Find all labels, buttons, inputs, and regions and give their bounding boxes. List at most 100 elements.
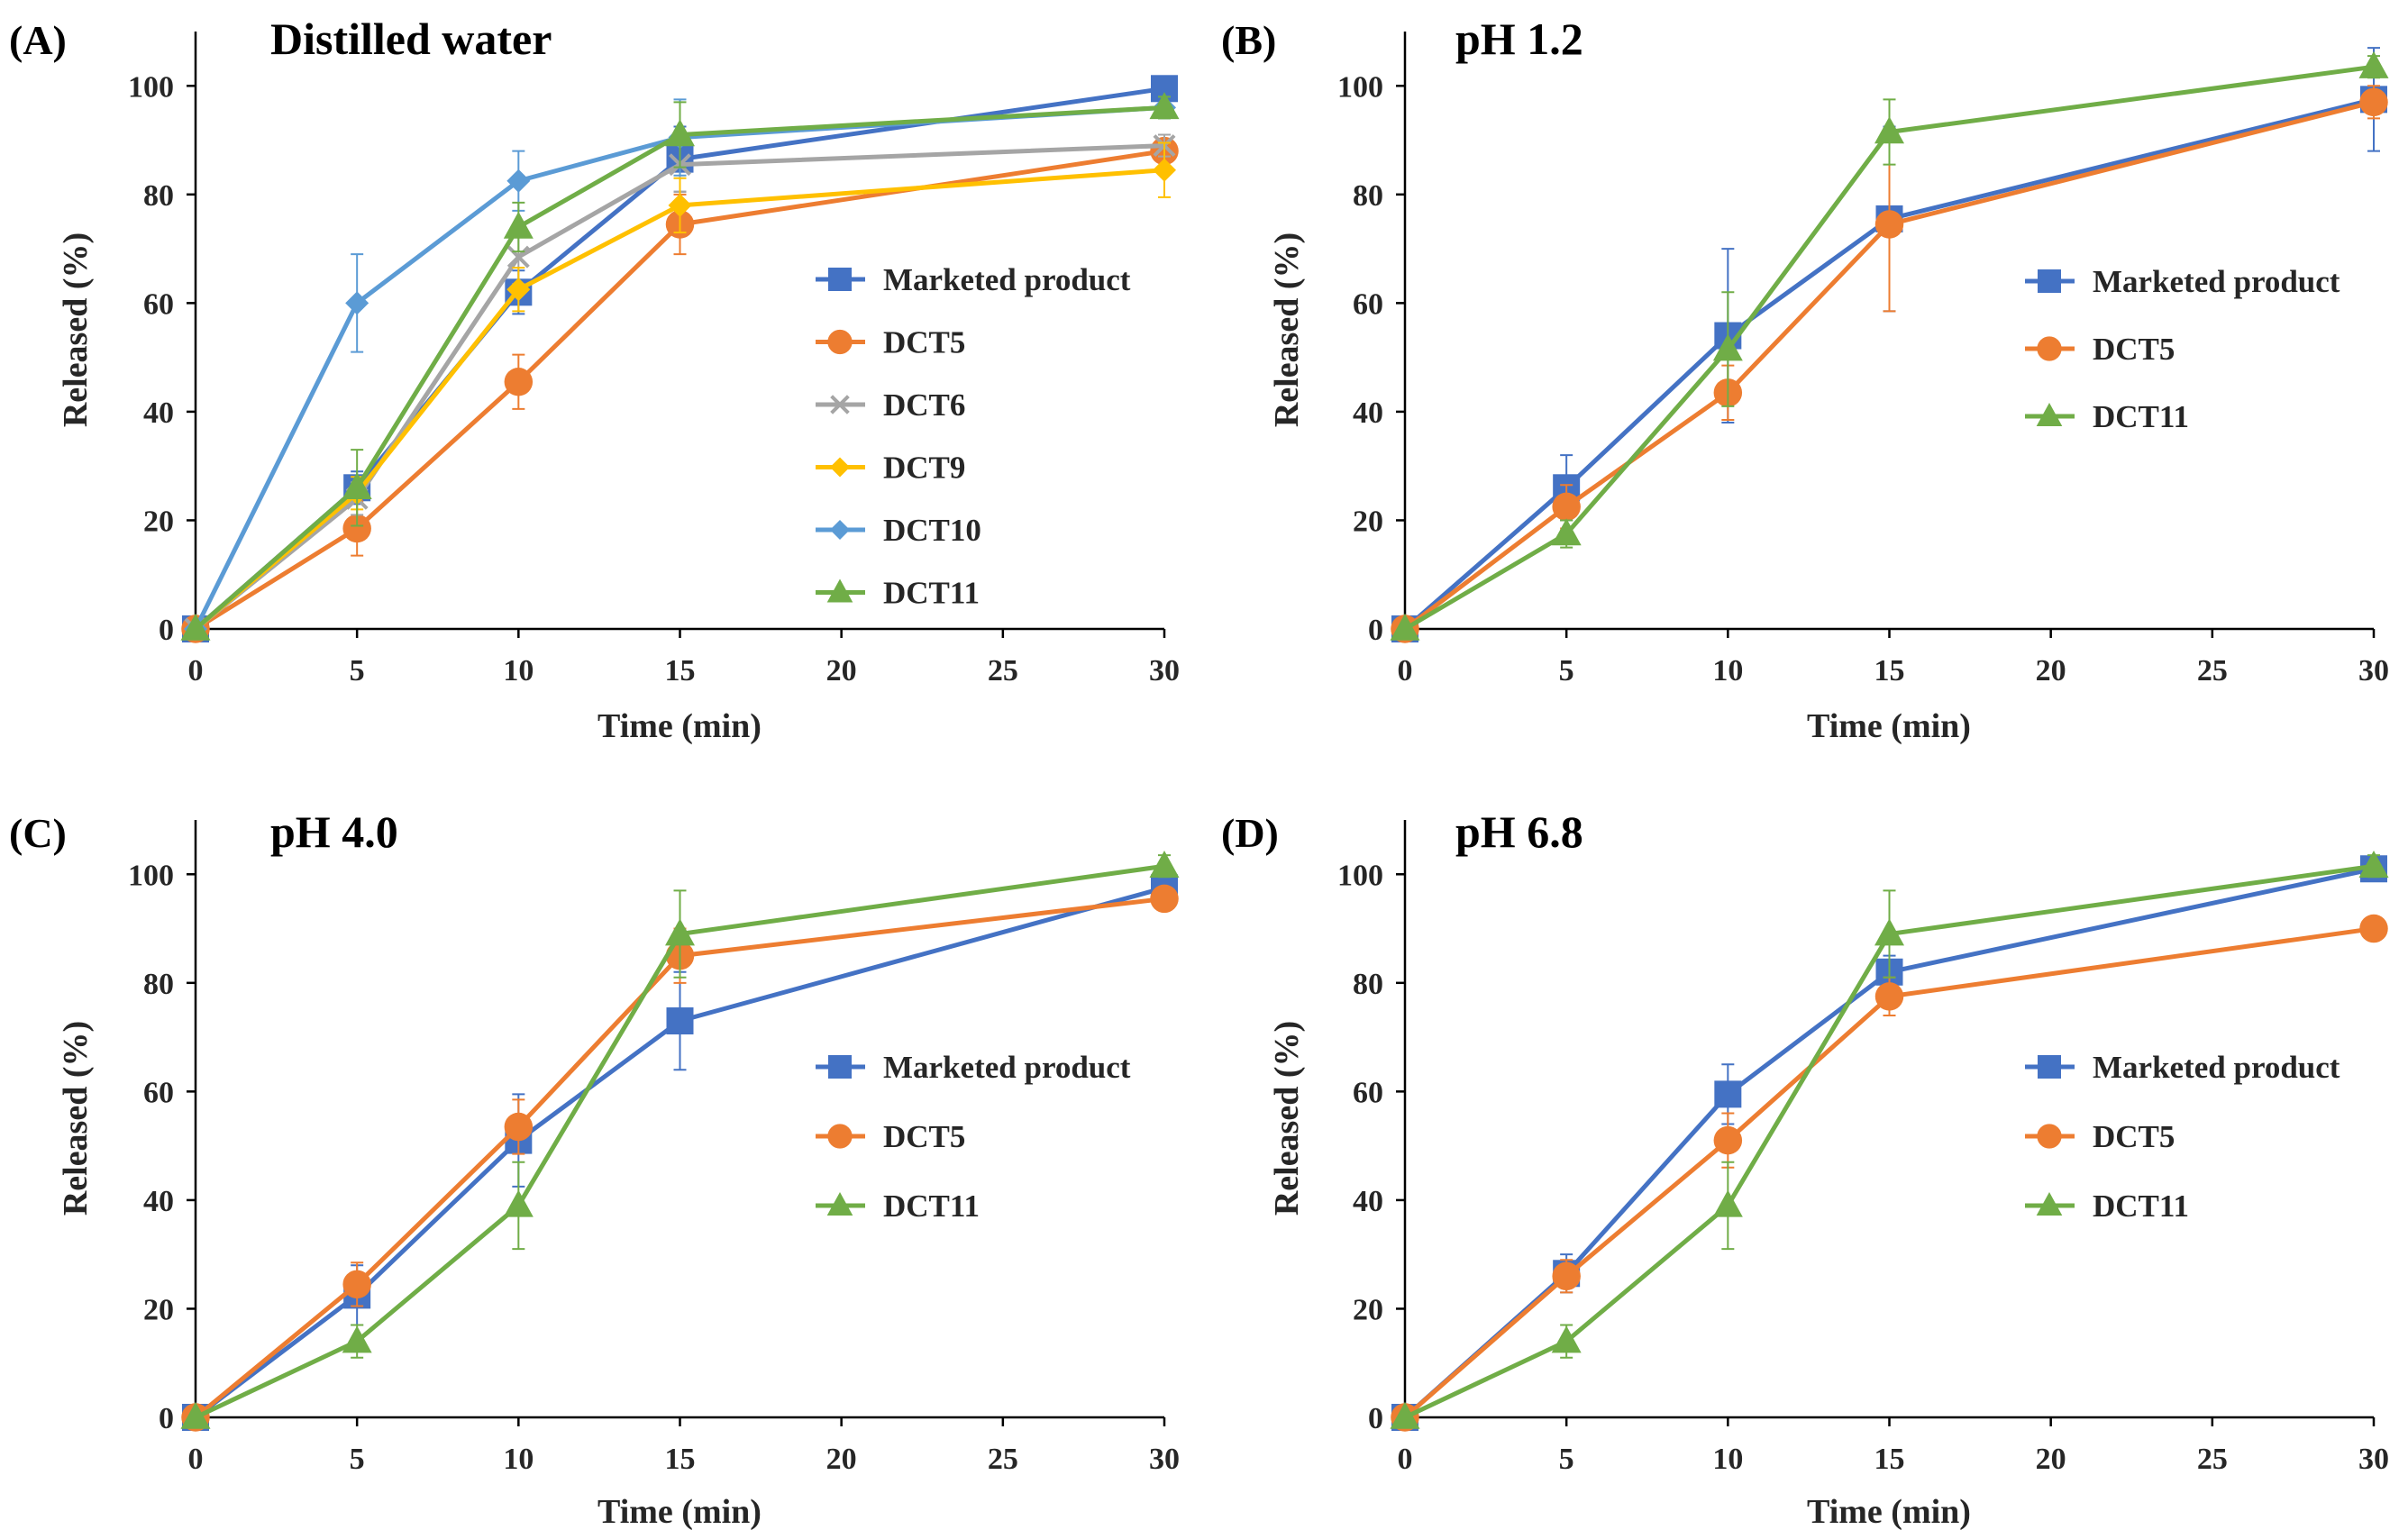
data-point bbox=[1874, 918, 1904, 946]
legend-marker bbox=[2037, 1124, 2062, 1149]
panel-letter: (C) bbox=[9, 810, 67, 856]
panel-title: pH 4.0 bbox=[270, 806, 398, 857]
y-tick-label: 80 bbox=[1353, 968, 1383, 1001]
panel-2: (C) pH 4.0 0 20 40 60 80 100 0 5 10 15 20 25 30 Time (m… bbox=[9, 806, 1180, 1531]
data-point bbox=[665, 918, 695, 946]
y-tick-label: 80 bbox=[143, 179, 174, 213]
legend-marker bbox=[827, 1124, 853, 1149]
data-point bbox=[1552, 1261, 1581, 1291]
data-point bbox=[2359, 914, 2388, 943]
legend-label: DCT5 bbox=[2093, 1119, 2175, 1154]
legend-label: DCT9 bbox=[883, 451, 965, 486]
legend-marker bbox=[827, 329, 853, 355]
data-point bbox=[1390, 1401, 1420, 1429]
legend-label: DCT5 bbox=[883, 1119, 965, 1154]
y-tick-label: 0 bbox=[159, 614, 174, 647]
x-tick-label: 25 bbox=[2197, 1443, 2228, 1476]
x-tick-label: 10 bbox=[503, 1443, 534, 1476]
series-dct5 bbox=[1391, 85, 2388, 643]
y-tick-label: 40 bbox=[1353, 1185, 1383, 1218]
x-tick-label: 20 bbox=[2036, 1443, 2066, 1476]
x-tick-label: 5 bbox=[350, 1443, 365, 1476]
legend-label: DCT5 bbox=[883, 325, 965, 360]
data-point bbox=[1714, 1080, 1742, 1108]
data-point bbox=[665, 119, 695, 147]
panel-title: Distilled water bbox=[270, 14, 552, 64]
legend-label: Marketed product bbox=[2093, 1050, 2340, 1085]
legend-marker bbox=[2036, 1192, 2063, 1216]
panel-letter: (D) bbox=[1221, 810, 1279, 856]
legend-label: DCT11 bbox=[2093, 1188, 2189, 1224]
data-point bbox=[2359, 87, 2388, 117]
x-tick-label: 20 bbox=[826, 654, 857, 688]
x-tick-label: 30 bbox=[1149, 654, 1180, 688]
legend-marker bbox=[828, 268, 852, 291]
series-dct9 bbox=[184, 141, 1176, 641]
x-tick-label: 0 bbox=[1398, 654, 1413, 688]
x-tick-label: 0 bbox=[188, 654, 204, 688]
x-tick-label: 10 bbox=[503, 654, 534, 688]
y-tick-label: 100 bbox=[128, 70, 174, 104]
data-point bbox=[1150, 884, 1179, 914]
legend-marker bbox=[2038, 1055, 2061, 1079]
x-tick-label: 5 bbox=[350, 654, 365, 688]
y-tick-label: 40 bbox=[143, 396, 174, 430]
data-point bbox=[506, 245, 530, 269]
panel-title: pH 6.8 bbox=[1455, 806, 1583, 857]
data-point bbox=[506, 168, 531, 193]
legend-marker bbox=[2037, 336, 2062, 361]
x-tick-label: 15 bbox=[665, 1443, 696, 1476]
x-axis-title: Time (min) bbox=[1807, 707, 1971, 745]
y-tick-label: 20 bbox=[143, 505, 174, 538]
legend-marker bbox=[2036, 403, 2063, 427]
x-tick-label: 15 bbox=[1874, 1443, 1905, 1476]
y-tick-label: 80 bbox=[143, 968, 174, 1001]
y-tick-label: 20 bbox=[1353, 505, 1383, 538]
x-tick-label: 5 bbox=[1559, 654, 1574, 688]
data-point bbox=[1552, 492, 1581, 522]
panel-3: (D) pH 6.8 0 20 40 60 80 100 0 5 10 15 20 25 30 Time (m… bbox=[1221, 806, 2389, 1531]
data-point bbox=[1149, 850, 1180, 878]
data-point bbox=[1874, 210, 1904, 239]
y-tick-label: 100 bbox=[1337, 70, 1383, 104]
x-tick-label: 25 bbox=[2197, 654, 2228, 688]
y-tick-label: 0 bbox=[1368, 614, 1383, 647]
legend-marker bbox=[826, 1192, 853, 1216]
x-tick-label: 15 bbox=[1874, 654, 1905, 688]
data-point bbox=[342, 472, 372, 500]
data-point bbox=[342, 1325, 372, 1353]
y-axis-title: Released (%) bbox=[57, 232, 95, 427]
data-point bbox=[1551, 518, 1582, 546]
y-tick-label: 100 bbox=[128, 859, 174, 892]
data-point bbox=[504, 368, 534, 396]
data-point bbox=[503, 1189, 534, 1217]
y-tick-label: 60 bbox=[1353, 287, 1383, 321]
legend-label: DCT5 bbox=[2093, 332, 2175, 367]
y-tick-label: 20 bbox=[143, 1293, 174, 1326]
x-tick-label: 0 bbox=[188, 1443, 204, 1476]
y-axis-title: Released (%) bbox=[1268, 1021, 1306, 1216]
legend: Marketed product DCT5 DCT11 bbox=[816, 1050, 1131, 1224]
series-dct11 bbox=[1390, 50, 2389, 641]
y-tick-label: 40 bbox=[1353, 396, 1383, 430]
legend-label: DCT6 bbox=[883, 387, 965, 423]
y-tick-label: 20 bbox=[1353, 1293, 1383, 1326]
data-point bbox=[342, 514, 371, 543]
panel-0: (A) Distilled water 0 20 40 60 80 100 0 5 10 15 20 25… bbox=[9, 14, 1180, 745]
panel-1: (B) pH 1.2 0 20 40 60 80 100 0 5 10 15 20 25 30 Time (m… bbox=[1221, 14, 2389, 745]
legend-label: DCT11 bbox=[2093, 399, 2189, 434]
data-point bbox=[1149, 92, 1180, 120]
data-point bbox=[506, 278, 531, 302]
y-tick-label: 60 bbox=[1353, 1076, 1383, 1109]
data-point bbox=[342, 1270, 371, 1299]
legend-label: Marketed product bbox=[2093, 264, 2340, 299]
y-tick-label: 100 bbox=[1337, 859, 1383, 892]
data-point bbox=[2358, 850, 2389, 878]
legend-label: DCT10 bbox=[883, 513, 981, 548]
x-tick-label: 0 bbox=[1398, 1443, 1413, 1476]
data-point bbox=[1551, 1325, 1582, 1353]
data-point bbox=[1153, 158, 1176, 182]
legend: Marketed product DCT5 DCT11 bbox=[2025, 264, 2340, 434]
panel-title: pH 1.2 bbox=[1455, 14, 1583, 64]
